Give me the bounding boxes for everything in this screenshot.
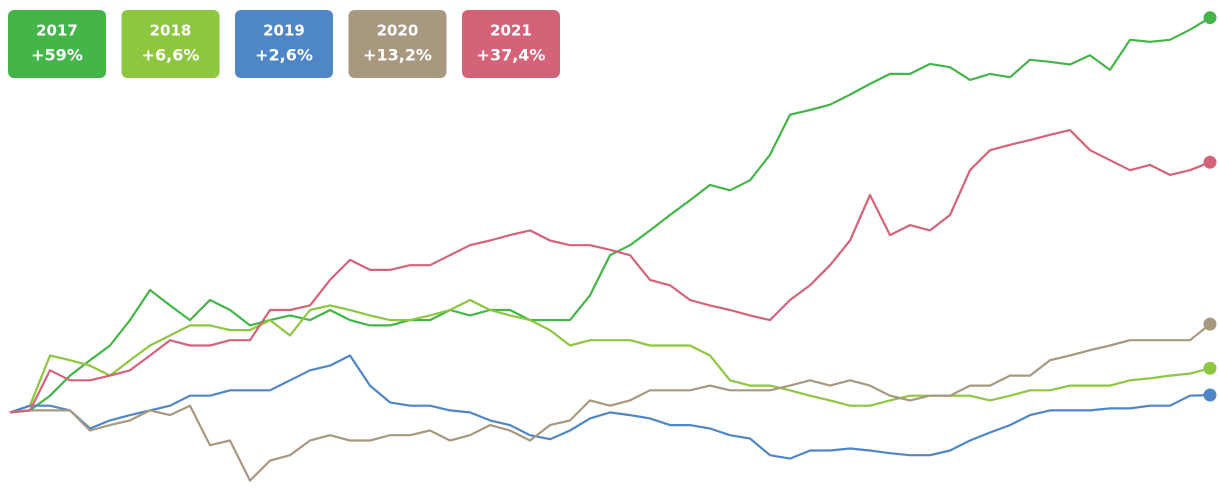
legend-name: 2021 bbox=[490, 22, 532, 40]
end-dot bbox=[1203, 11, 1217, 25]
legend-name: 2019 bbox=[263, 22, 305, 40]
legend-item: 2020 +13,2% bbox=[348, 10, 447, 78]
end-dot bbox=[1203, 361, 1217, 375]
legend-item: 2019 +2,6% bbox=[235, 10, 333, 78]
legend-change: +37,4% bbox=[477, 46, 546, 65]
end-dot bbox=[1203, 388, 1217, 402]
series-line bbox=[9, 129, 1211, 414]
legend-box bbox=[462, 10, 560, 78]
legend-change: +13,2% bbox=[363, 46, 432, 65]
legend-item: 2018 +6,6% bbox=[121, 10, 220, 78]
series-line bbox=[9, 16, 1211, 414]
legend-box bbox=[8, 10, 106, 78]
legend-name: 2018 bbox=[150, 22, 192, 40]
legend-item: 2017 +59% bbox=[8, 10, 106, 78]
legend-change: +2,6% bbox=[255, 46, 313, 65]
legend-name: 2017 bbox=[36, 22, 78, 40]
legend-box bbox=[348, 10, 447, 78]
legend-name: 2020 bbox=[377, 22, 419, 40]
legend-change: +59% bbox=[31, 46, 83, 65]
legend-box bbox=[235, 10, 333, 78]
legend-change: +6,6% bbox=[142, 46, 200, 65]
legend-box bbox=[121, 10, 220, 78]
series-line bbox=[9, 354, 1211, 460]
legend-item: 2021 +37,4% bbox=[462, 10, 560, 78]
end-dot bbox=[1203, 317, 1217, 331]
series-line bbox=[9, 298, 1211, 414]
series-line bbox=[9, 323, 1211, 482]
end-dot bbox=[1203, 155, 1217, 169]
